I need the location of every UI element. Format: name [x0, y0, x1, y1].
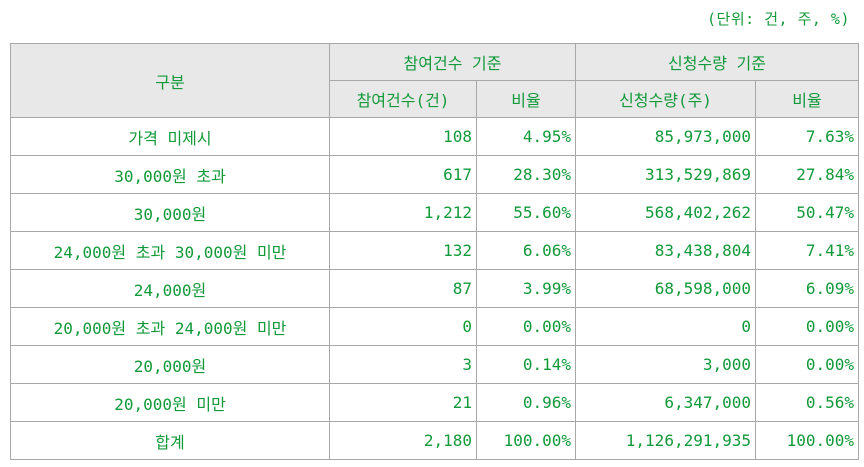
- participation-count-cell: 108: [329, 117, 477, 156]
- table-row: 20,000원 초과 24,000원 미만 0 0.00% 0 0.00%: [10, 307, 860, 346]
- row-label: 24,000원: [10, 269, 330, 308]
- header-participation-count: 참여건수(건): [329, 80, 477, 118]
- header-group-participation: 참여건수 기준: [328, 43, 577, 81]
- requested-quantity-cell: 1,126,291,935: [575, 421, 757, 460]
- header-participation-ratio: 비율: [475, 80, 577, 118]
- row-label: 30,000원 초과: [10, 155, 330, 194]
- quantity-ratio-cell: 27.84%: [755, 155, 860, 194]
- participation-count-cell: 21: [329, 383, 477, 422]
- quantity-ratio-cell: 7.63%: [755, 117, 860, 156]
- participation-ratio-cell: 6.06%: [475, 231, 577, 270]
- quantity-ratio-cell: 0.56%: [755, 383, 860, 422]
- requested-quantity-cell: 68,598,000: [575, 269, 757, 308]
- row-label: 30,000원: [10, 193, 330, 232]
- participation-ratio-cell: 0.00%: [475, 307, 577, 346]
- row-label: 20,000원 미만: [10, 383, 330, 422]
- demand-forecast-table: 구분 참여건수 기준 신청수량 기준 참여건수(건) 비율 신청수량(주) 비율…: [10, 43, 860, 460]
- row-label: 20,000원: [10, 345, 330, 384]
- header-quantity-ratio: 비율: [755, 80, 860, 118]
- participation-ratio-cell: 0.96%: [475, 383, 577, 422]
- requested-quantity-cell: 83,438,804: [575, 231, 757, 270]
- participation-ratio-cell: 55.60%: [475, 193, 577, 232]
- participation-ratio-cell: 0.14%: [475, 345, 577, 384]
- table-row: 합계 2,180 100.00% 1,126,291,935 100.00%: [10, 421, 860, 460]
- participation-count-cell: 1,212: [329, 193, 477, 232]
- quantity-ratio-cell: 50.47%: [755, 193, 860, 232]
- requested-quantity-cell: 85,973,000: [575, 117, 757, 156]
- participation-count-cell: 617: [329, 155, 477, 194]
- quantity-ratio-cell: 7.41%: [755, 231, 860, 270]
- row-label: 합계: [10, 421, 330, 460]
- participation-count-cell: 2,180: [329, 421, 477, 460]
- participation-ratio-cell: 100.00%: [475, 421, 577, 460]
- participation-count-cell: 132: [329, 231, 477, 270]
- participation-count-cell: 87: [329, 269, 477, 308]
- table-row: 30,000원 초과 617 28.30% 313,529,869 27.84%: [10, 155, 860, 194]
- header-requested-quantity: 신청수량(주): [575, 80, 757, 118]
- requested-quantity-cell: 568,402,262: [575, 193, 757, 232]
- row-label: 20,000원 초과 24,000원 미만: [10, 307, 330, 346]
- header-group-quantity: 신청수량 기준: [575, 43, 860, 81]
- unit-note: (단위: 건, 주, %): [707, 10, 850, 28]
- header-category: 구분: [10, 43, 330, 118]
- table-row: 24,000원 초과 30,000원 미만 132 6.06% 83,438,804 7…: [10, 231, 860, 270]
- quantity-ratio-cell: 0.00%: [755, 345, 860, 384]
- participation-count-cell: 0: [329, 307, 477, 346]
- quantity-ratio-cell: 6.09%: [755, 269, 860, 308]
- table-row: 가격 미제시 108 4.95% 85,973,000 7.63%: [10, 117, 860, 156]
- requested-quantity-cell: 313,529,869: [575, 155, 757, 194]
- requested-quantity-cell: 3,000: [575, 345, 757, 384]
- quantity-ratio-cell: 0.00%: [755, 307, 860, 346]
- row-label: 24,000원 초과 30,000원 미만: [10, 231, 330, 270]
- table-row: 24,000원 87 3.99% 68,598,000 6.09%: [10, 269, 860, 308]
- participation-ratio-cell: 28.30%: [475, 155, 577, 194]
- requested-quantity-cell: 0: [575, 307, 757, 346]
- row-label: 가격 미제시: [10, 117, 330, 156]
- participation-ratio-cell: 4.95%: [475, 117, 577, 156]
- table-row: 30,000원 1,212 55.60% 568,402,262 50.47%: [10, 193, 860, 232]
- quantity-ratio-cell: 100.00%: [755, 421, 860, 460]
- table-row: 20,000원 미만 21 0.96% 6,347,000 0.56%: [10, 383, 860, 422]
- participation-ratio-cell: 3.99%: [475, 269, 577, 308]
- requested-quantity-cell: 6,347,000: [575, 383, 757, 422]
- participation-count-cell: 3: [329, 345, 477, 384]
- table-row: 20,000원 3 0.14% 3,000 0.00%: [10, 345, 860, 384]
